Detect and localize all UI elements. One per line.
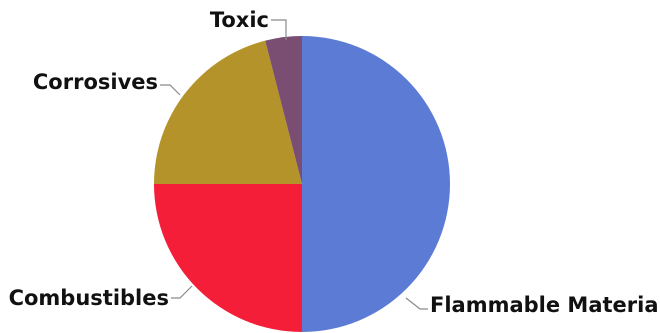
pie-slice-toxic	[265, 36, 302, 184]
leader-line-combustibles	[171, 285, 193, 299]
leader-line-toxic	[271, 19, 287, 40]
slice-label-combustibles: Combustibles	[9, 286, 169, 310]
slice-label-corrosives: Corrosives	[33, 70, 158, 94]
leader-line-flammable-material	[405, 297, 428, 310]
pie-slice-combustibles	[154, 184, 302, 332]
slice-label-toxic: Toxic	[210, 8, 269, 32]
pie-slice-flammable-material	[302, 36, 450, 332]
leader-line-corrosives	[160, 84, 181, 96]
pie-slice-corrosives	[153, 40, 302, 185]
slice-label-flammable-material: Flammable Material	[430, 293, 660, 317]
